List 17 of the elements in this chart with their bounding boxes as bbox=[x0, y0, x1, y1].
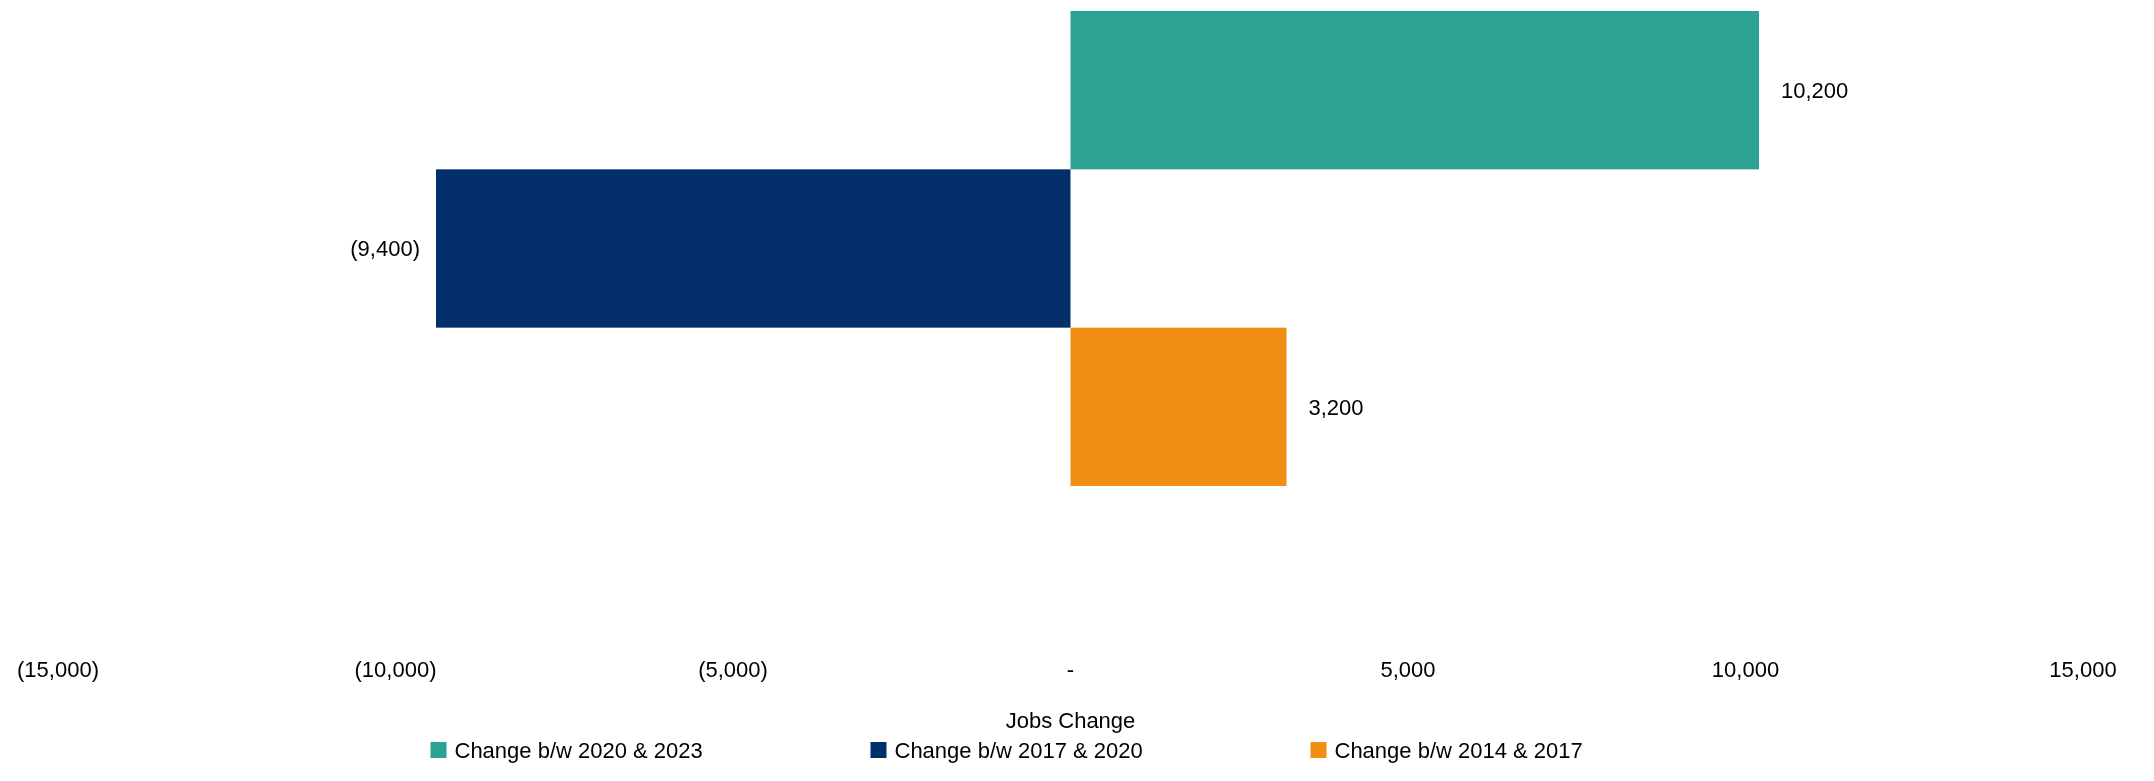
legend-label: Change b/w 2020 & 2023 bbox=[454, 737, 703, 763]
data-label: 10,200 bbox=[1781, 77, 1849, 103]
data-label: (9,400) bbox=[350, 236, 420, 262]
x-axis-title: Jobs Change bbox=[1005, 707, 1136, 733]
bar bbox=[1070, 327, 1287, 486]
x-tick-label: (5,000) bbox=[698, 656, 768, 682]
bar bbox=[436, 169, 1071, 328]
x-tick-label: (10,000) bbox=[354, 656, 437, 682]
x-tick-label: (15,000) bbox=[17, 656, 99, 682]
x-tick-label: 15,000 bbox=[2049, 656, 2117, 682]
x-tick-label: - bbox=[1066, 656, 1075, 682]
x-tick-label: 5,000 bbox=[1380, 656, 1436, 682]
x-tick-label: 10,000 bbox=[1711, 656, 1780, 682]
bar bbox=[1070, 11, 1759, 170]
legend-label: Change b/w 2014 & 2017 bbox=[1334, 737, 1583, 763]
data-label: 3,200 bbox=[1308, 394, 1364, 420]
legend-label: Change b/w 2017 & 2020 bbox=[894, 737, 1143, 763]
